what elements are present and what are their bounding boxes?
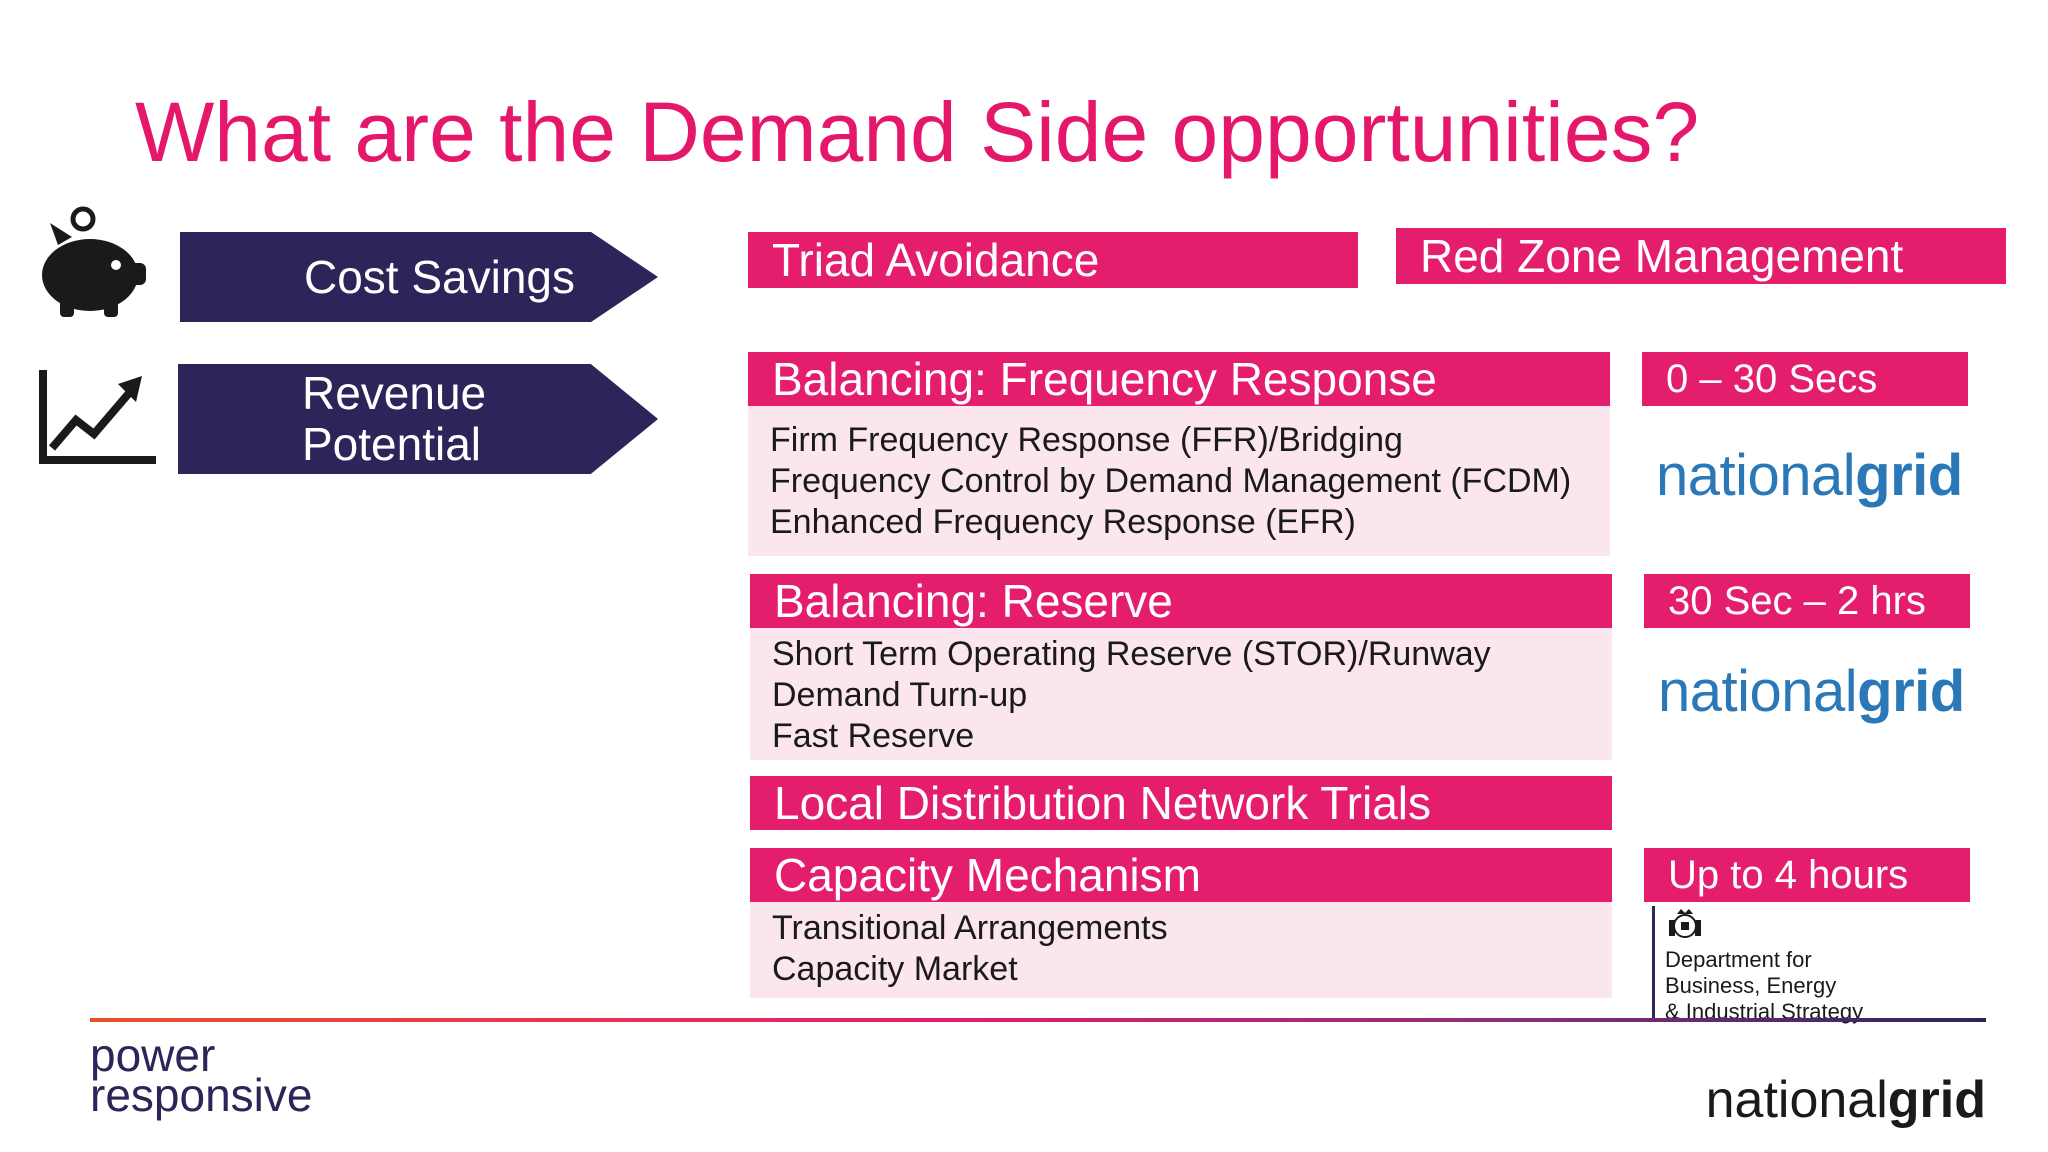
capacity-time-badge: Up to 4 hours — [1644, 848, 1970, 902]
frequency-item: Enhanced Frequency Response (EFR) — [770, 503, 1356, 541]
beis-line: Department for — [1665, 947, 1812, 972]
capacity-panel: Transitional Arrangements Capacity Marke… — [750, 902, 1612, 998]
frequency-time-badge: 0 – 30 Secs — [1642, 352, 1968, 406]
footer-national-grid-logo: nationalgrid — [1705, 1071, 1986, 1129]
revenue-label-line2: Potential — [302, 418, 482, 470]
frequency-response-header: Balancing: Frequency Response — [748, 352, 1610, 406]
national-grid-logo: nationalgrid — [1656, 443, 1963, 508]
footer-divider — [90, 1018, 1986, 1022]
frequency-response-panel: Firm Frequency Response (FFR)/Bridging F… — [748, 406, 1610, 556]
red-zone-management-bar: Red Zone Management — [1396, 228, 2006, 284]
reserve-panel: Short Term Operating Reserve (STOR)/Runw… — [750, 628, 1612, 760]
local-distribution-bar: Local Distribution Network Trials — [750, 776, 1612, 830]
frequency-item: Frequency Control by Demand Management (… — [770, 462, 1572, 500]
reserve-time-badge: 30 Sec – 2 hrs — [1644, 574, 1970, 628]
royal-crest-icon — [1669, 909, 1701, 938]
cost-savings-label: Cost Savings — [304, 250, 576, 303]
capacity-item: Capacity Market — [772, 950, 1018, 988]
reserve-item: Fast Reserve — [772, 717, 975, 755]
piggy-bank-icon — [42, 206, 146, 317]
capacity-item: Transitional Arrangements — [772, 909, 1168, 947]
page-title: What are the Demand Side opportunities? — [135, 85, 1700, 179]
revenue-label-line1: Revenue — [302, 367, 487, 420]
revenue-potential-arrow: Revenue Potential — [178, 364, 658, 474]
national-grid-logo: nationalgrid — [1658, 659, 1965, 724]
reserve-item: Demand Turn-up — [772, 676, 1028, 714]
reserve-item: Short Term Operating Reserve (STOR)/Runw… — [772, 635, 1491, 673]
power-responsive-logo: power responsive — [90, 1029, 313, 1121]
beis-line: Business, Energy — [1665, 973, 1837, 998]
frequency-item: Firm Frequency Response (FFR)/Bridging — [770, 421, 1403, 459]
cost-savings-arrow: Cost Savings — [180, 232, 658, 322]
beis-logo: Department for Business, Energy & Indust… — [1652, 906, 1952, 1024]
reserve-header: Balancing: Reserve — [750, 574, 1612, 628]
growth-chart-icon — [39, 370, 156, 464]
capacity-mechanism-header: Capacity Mechanism — [750, 848, 1612, 902]
triad-avoidance-bar: Triad Avoidance — [748, 232, 1358, 288]
